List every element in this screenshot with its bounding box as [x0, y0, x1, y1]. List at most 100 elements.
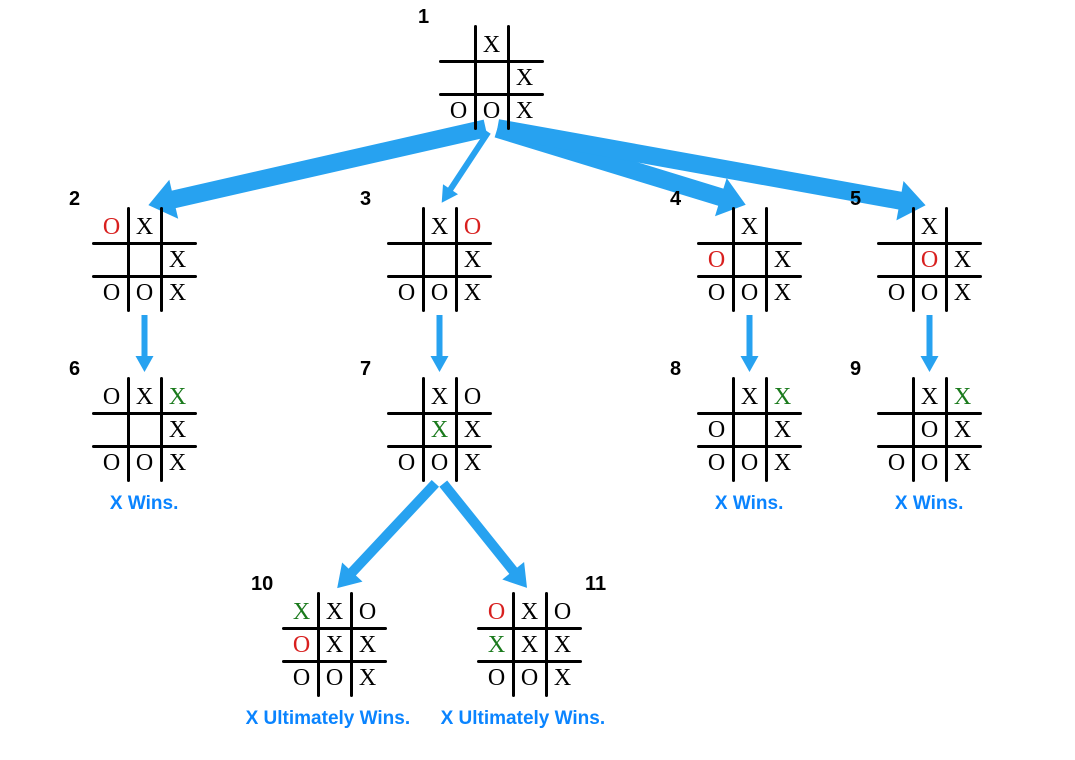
tree-arrow: [148, 120, 487, 219]
tic-tac-toe-board: OXXXOOX: [95, 380, 194, 479]
board-cell: X: [946, 276, 979, 309]
board-cell: O: [880, 446, 913, 479]
board-cell: X: [766, 446, 799, 479]
board-cell: [880, 210, 913, 243]
node-label: 6: [69, 358, 80, 381]
tic-tac-toe-board: XXOXOOX: [700, 380, 799, 479]
board-cell: O: [480, 595, 513, 628]
board-cell: [508, 28, 541, 61]
board-cell: [880, 243, 913, 276]
board-cell: O: [733, 446, 766, 479]
board-cell: O: [456, 210, 489, 243]
board-cell: X: [285, 595, 318, 628]
board-cell: X: [475, 28, 508, 61]
board-cell: O: [733, 276, 766, 309]
board-cell: O: [475, 94, 508, 127]
board-cell: X: [508, 94, 541, 127]
board-cell: X: [513, 595, 546, 628]
board-cell: X: [351, 628, 384, 661]
board-cell: O: [700, 446, 733, 479]
board-cell: O: [700, 276, 733, 309]
board-cell: X: [946, 413, 979, 446]
node-label: 1: [418, 6, 429, 29]
result-label: X Wins.: [110, 493, 178, 515]
board-cell: [390, 413, 423, 446]
tree-arrow: [442, 130, 491, 202]
game-node-8: 8XXOXOOXX Wins.: [700, 380, 799, 479]
board-cell: O: [318, 661, 351, 694]
tree-arrow: [337, 480, 439, 588]
board-cell: X: [423, 210, 456, 243]
board-cell: O: [913, 276, 946, 309]
board-cell: O: [423, 276, 456, 309]
board-cell: O: [285, 661, 318, 694]
board-cell: [700, 380, 733, 413]
result-label: X Ultimately Wins.: [441, 708, 606, 730]
game-node-11: 11OXOXXXOOXX Ultimately Wins.: [480, 595, 579, 694]
board-cell: O: [351, 595, 384, 628]
tree-arrow: [496, 119, 926, 220]
board-cell: X: [351, 661, 384, 694]
board-cell: [475, 61, 508, 94]
board-cell: X: [766, 276, 799, 309]
board-cell: O: [128, 446, 161, 479]
tic-tac-toe-board: XXOXOOX: [880, 380, 979, 479]
tic-tac-toe-board: XOXXOOX: [390, 380, 489, 479]
board-cell: X: [766, 413, 799, 446]
board-cell: [128, 243, 161, 276]
board-cell: O: [480, 661, 513, 694]
board-cell: X: [161, 276, 194, 309]
node-label: 5: [850, 188, 861, 211]
node-label: 3: [360, 188, 371, 211]
board-cell: X: [913, 210, 946, 243]
result-label: X Wins.: [715, 493, 783, 515]
board-cell: O: [880, 276, 913, 309]
node-label: 9: [850, 358, 861, 381]
tic-tac-toe-board: OXXOOX: [95, 210, 194, 309]
game-node-3: 3XOXOOX: [390, 210, 489, 309]
board-cell: O: [128, 276, 161, 309]
tic-tac-toe-board: XXOOXXOOX: [285, 595, 384, 694]
board-cell: O: [95, 276, 128, 309]
board-cell: X: [318, 595, 351, 628]
node-label: 4: [670, 188, 681, 211]
tic-tac-toe-board: XXOOX: [442, 28, 541, 127]
board-cell: O: [546, 595, 579, 628]
board-cell: O: [390, 446, 423, 479]
board-cell: [766, 210, 799, 243]
board-cell: X: [128, 380, 161, 413]
node-label: 2: [69, 188, 80, 211]
board-cell: [390, 210, 423, 243]
board-cell: X: [318, 628, 351, 661]
board-cell: O: [442, 94, 475, 127]
game-node-6: 6OXXXOOXX Wins.: [95, 380, 194, 479]
board-cell: [442, 61, 475, 94]
tree-arrow: [921, 315, 939, 372]
node-label: 11: [585, 573, 606, 596]
board-cell: X: [913, 380, 946, 413]
board-cell: X: [766, 380, 799, 413]
board-cell: X: [128, 210, 161, 243]
board-cell: [880, 380, 913, 413]
board-cell: O: [423, 446, 456, 479]
board-cell: X: [480, 628, 513, 661]
board-cell: O: [913, 446, 946, 479]
board-cell: O: [513, 661, 546, 694]
game-node-2: 2OXXOOX: [95, 210, 194, 309]
board-cell: X: [546, 628, 579, 661]
board-cell: [423, 243, 456, 276]
tree-arrow: [741, 315, 759, 372]
board-cell: [390, 243, 423, 276]
board-cell: O: [95, 210, 128, 243]
tic-tac-toe-board: OXOXXXOOX: [480, 595, 579, 694]
board-cell: X: [456, 276, 489, 309]
board-cell: O: [456, 380, 489, 413]
tree-arrow: [439, 481, 527, 588]
game-node-4: 4XOXOOX: [700, 210, 799, 309]
game-node-5: 5XOXOOX: [880, 210, 979, 309]
board-cell: O: [700, 243, 733, 276]
board-cell: O: [700, 413, 733, 446]
board-cell: X: [161, 243, 194, 276]
board-cell: X: [456, 243, 489, 276]
game-node-7: 7XOXXOOX: [390, 380, 489, 479]
